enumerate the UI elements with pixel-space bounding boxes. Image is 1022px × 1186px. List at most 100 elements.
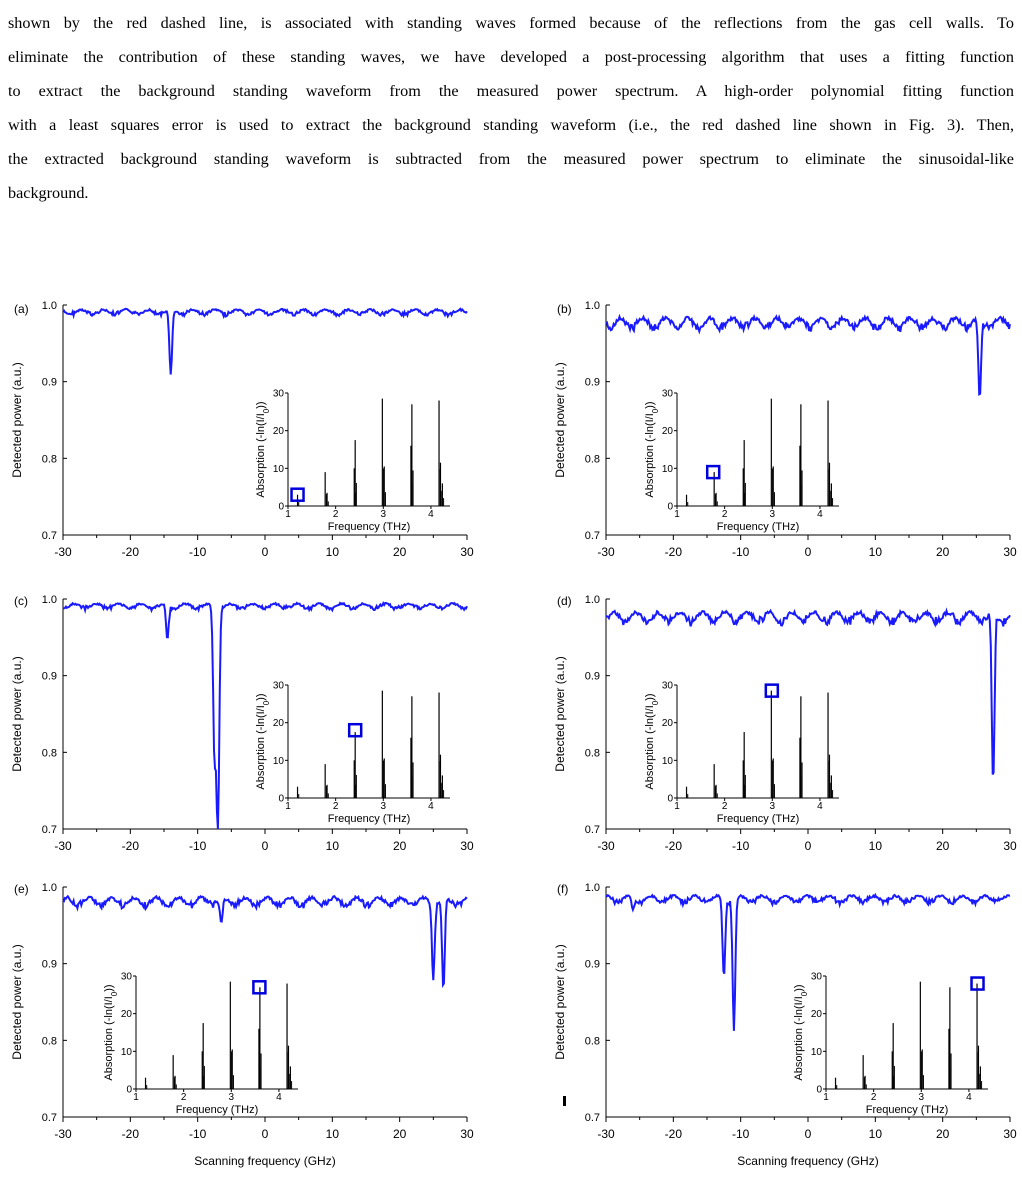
inset-x-tick-label: 4 [276, 1092, 282, 1103]
x-tick-label: -10 [732, 1127, 750, 1141]
inset-x-axis-label: Frequency (THz) [717, 813, 800, 825]
inset-y-tick-label: 30 [811, 972, 823, 983]
inset-y-tick-label: 20 [662, 718, 674, 729]
inset-x-tick-label: 3 [381, 801, 387, 812]
inset-y-tick-label: 20 [811, 1009, 823, 1020]
chart-panel-e: (e)0.70.80.91.0-30 -20 -10 0 10 20 30Detected … [10, 882, 474, 1168]
y-axis-label: Detected power (a.u.) [10, 362, 24, 477]
inset-y-tick-label: 30 [273, 389, 285, 400]
y-tick-label: 0.7 [585, 530, 600, 542]
inset-y-label-subscript: 0 [651, 408, 660, 413]
x-tick-label: 10 [869, 839, 883, 853]
inset-y-tick-label: 10 [662, 756, 674, 767]
inset-x-tick-label: 1 [285, 801, 291, 812]
y-tick-label: 0.9 [585, 959, 600, 971]
x-tick-label: 0 [262, 1127, 269, 1141]
x-tick-label: 20 [936, 1127, 950, 1141]
inset-y-tick-label: 0 [667, 794, 673, 805]
y-tick-label: 0.9 [585, 671, 600, 683]
inset-x-tick-label: 4 [966, 1092, 972, 1103]
y-tick-label: 0.8 [42, 1035, 57, 1047]
inset-y-tick-label: 0 [126, 1085, 132, 1096]
x-tick-label: -10 [732, 545, 750, 559]
chart-panel-b: (b)0.70.80.91.0-30 -20 -10 0 10 20 30Detected … [553, 300, 1017, 559]
x-tick-label: 30 [460, 1127, 474, 1141]
chart-panel-c: (c)0.70.80.91.0-30 -20 -10 0 10 20 30Detected … [10, 594, 474, 853]
body-paragraph: shown by the red dashed line, is associa… [8, 6, 1014, 210]
inset-y-tick-label: 10 [811, 1047, 823, 1058]
inset-y-label-subscript: 0 [262, 700, 271, 705]
inset-y-label-subscript: 0 [262, 408, 271, 413]
power-trace [62, 307, 468, 375]
inset-spectrum: 0 10 20 30 1 2 3 4 Frequency (THz) Absorption (-l… [255, 389, 450, 533]
inset-x-tick-label: 4 [428, 509, 434, 520]
inset-x-tick-label: 2 [722, 509, 728, 520]
inset-x-axis-label: Frequency (THz) [866, 1104, 949, 1116]
x-tick-label: 20 [393, 839, 407, 853]
x-tick-label: 30 [460, 545, 474, 559]
y-tick-label: 1.0 [585, 594, 600, 606]
inset-x-tick-label: 1 [823, 1092, 829, 1103]
highlighted-line-box [764, 683, 780, 698]
panel-label: (f) [557, 882, 568, 896]
chart-panel-f: (f)0.70.80.91.0-30 -20 -10 0 10 20 30Detected … [553, 882, 1017, 1168]
power-trace [605, 313, 1011, 397]
y-tick-label: 0.9 [585, 377, 600, 389]
y-tick-label: 1.0 [42, 594, 57, 606]
x-tick-label: -20 [122, 1127, 140, 1141]
y-tick-label: 1.0 [42, 882, 57, 894]
x-axis-label: Scanning frequency (GHz) [737, 1154, 878, 1168]
chart-panel-a: (a)0.70.80.91.0-30 -20 -10 0 10 20 30Detected … [10, 300, 474, 559]
y-tick-label: 0.8 [585, 453, 600, 465]
x-tick-label: 10 [869, 1127, 883, 1141]
x-tick-label: 20 [936, 839, 950, 853]
y-tick-label: 0.8 [42, 747, 57, 759]
inset-y-label-subscript: 0 [651, 700, 660, 705]
y-tick-label: 0.7 [42, 530, 57, 542]
x-tick-label: 10 [869, 545, 883, 559]
inset-spectrum: 0 10 20 30 1 2 3 4 Frequency (THz) Absorption (-l… [255, 681, 450, 825]
inset-x-tick-label: 4 [428, 801, 434, 812]
y-tick-label: 0.8 [585, 1035, 600, 1047]
inset-y-tick-label: 10 [273, 756, 285, 767]
inset-spectrum: 0 10 20 30 1 2 3 4 Frequency (THz) Absorption (-l… [103, 972, 298, 1116]
x-tick-label: 0 [262, 545, 269, 559]
y-axis-label: Detected power (a.u.) [10, 656, 24, 771]
inset-x-tick-label: 4 [817, 509, 823, 520]
inset-x-tick-label: 3 [770, 801, 776, 812]
x-tick-label: -10 [732, 839, 750, 853]
inset-x-axis-label: Frequency (THz) [176, 1104, 259, 1116]
inset-y-tick-label: 20 [273, 718, 285, 729]
inset-y-tick-label: 0 [667, 502, 673, 513]
inset-y-tick-label: 30 [121, 972, 133, 983]
y-axis-label: Detected power (a.u.) [553, 944, 567, 1059]
inset-y-label-close: )) [255, 401, 267, 408]
inset-y-tick-label: 20 [662, 426, 674, 437]
inset-y-label-close: )) [793, 984, 805, 991]
inset-x-tick-label: 1 [674, 509, 680, 520]
inset-x-tick-label: 2 [333, 509, 339, 520]
y-tick-label: 0.7 [585, 1112, 600, 1124]
inset-y-tick-label: 0 [816, 1085, 822, 1096]
inset-y-axis-label: Absorption (-ln(I/I0)) [644, 693, 660, 789]
paragraph-line: shown by the red dashed line, is associa… [8, 14, 1014, 32]
x-tick-label: -30 [597, 545, 615, 559]
y-axis-label: Detected power (a.u.) [553, 656, 567, 771]
y-tick-label: 0.9 [42, 377, 57, 389]
x-tick-label: 0 [805, 839, 812, 853]
x-tick-label: -20 [122, 839, 140, 853]
inset-x-tick-label: 3 [229, 1092, 235, 1103]
x-tick-label: 0 [805, 1127, 812, 1141]
x-tick-label: 20 [393, 545, 407, 559]
x-tick-label: -30 [54, 1127, 72, 1141]
chart-panel-d: (d)0.70.80.91.0-30 -20 -10 0 10 20 30Detected … [553, 594, 1017, 853]
x-tick-label: -20 [665, 839, 683, 853]
highlighted-line-box [290, 487, 305, 502]
y-tick-label: 0.7 [42, 824, 57, 836]
x-tick-label: 30 [1003, 839, 1017, 853]
inset-y-label-subscript: 0 [800, 991, 809, 996]
y-tick-label: 0.9 [42, 671, 57, 683]
y-tick-label: 0.9 [42, 959, 57, 971]
inset-y-tick-label: 10 [662, 464, 674, 475]
